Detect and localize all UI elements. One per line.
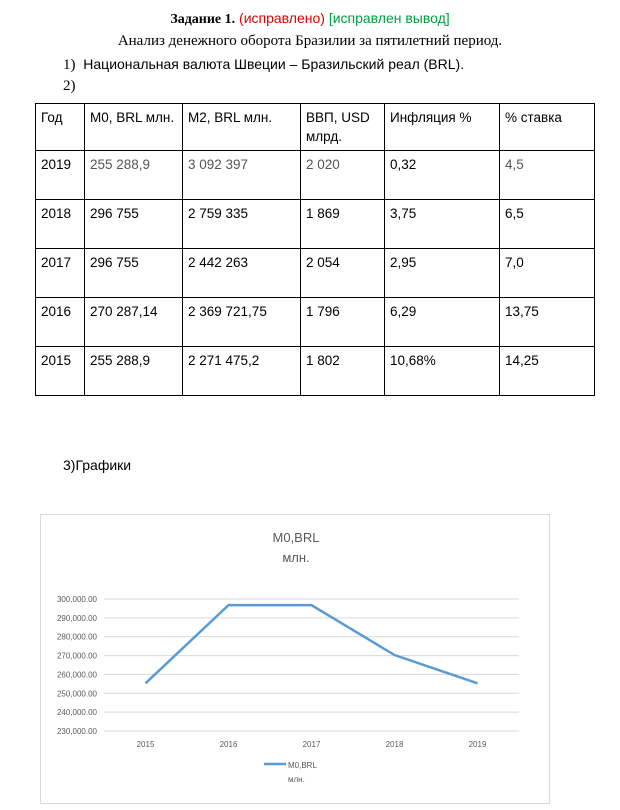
chart-title-line1: M0,BRL: [273, 530, 320, 545]
table-cell: 2015: [36, 347, 85, 396]
table-cell: 1 796: [301, 298, 385, 347]
table-cell: 6,29: [385, 298, 500, 347]
table-cell: 1 802: [301, 347, 385, 396]
table-cell: 14,25: [500, 347, 595, 396]
header-cell: M2, BRL млн.: [183, 104, 301, 151]
table-cell: 270 287,14: [85, 298, 183, 347]
table-cell: 255 288,9: [85, 151, 183, 200]
table-cell: 2 369 721,75: [183, 298, 301, 347]
y-tick-label: 250,000.00: [57, 689, 98, 698]
header-cell: M0, BRL млн.: [85, 104, 183, 151]
y-tick-label: 260,000.00: [57, 670, 98, 679]
series-line: [146, 605, 478, 683]
table-cell: 1 869: [301, 200, 385, 249]
table-cell: 296 755: [85, 249, 183, 298]
header-cell: Год: [36, 104, 85, 151]
table-cell: 7,0: [500, 249, 595, 298]
chart-title-line2: млн.: [282, 550, 309, 565]
x-tick-label: 2018: [386, 740, 404, 749]
table-cell: 2 054: [301, 249, 385, 298]
item-number: 1): [63, 57, 76, 73]
y-tick-label: 230,000.00: [57, 727, 98, 736]
section-3-label: 3)Графики: [63, 457, 131, 473]
table-cell: 6,5: [500, 200, 595, 249]
table-cell: 2016: [36, 298, 85, 347]
table-cell: 2 020: [301, 151, 385, 200]
header-cell: % ставка: [500, 104, 595, 151]
table-cell: 2 442 263: [183, 249, 301, 298]
line-chart: M0,BRL млн. 300,000.00 290,000.00 280,000.…: [41, 515, 551, 805]
table-cell: 2,95: [385, 249, 500, 298]
table-cell: 2019: [36, 151, 85, 200]
x-tick-label: 2017: [303, 740, 321, 749]
table-cell: 2 759 335: [183, 200, 301, 249]
heading-corrected-conclusion: [исправлен вывод]: [329, 10, 450, 26]
item-text: Национальная валюта Швеции – Бразильский…: [83, 56, 464, 72]
table-cell: 3 092 397: [183, 151, 301, 200]
table-cell: 0,32: [385, 151, 500, 200]
table-header-row: Год M0, BRL млн. M2, BRL млн. ВВП, USD м…: [36, 104, 595, 151]
legend-line1: M0,BRL: [288, 761, 317, 770]
table-cell: 2017: [36, 249, 85, 298]
data-table: Год M0, BRL млн. M2, BRL млн. ВВП, USD м…: [35, 103, 595, 396]
list-item-2: 2): [63, 78, 76, 95]
table-cell: 3,75: [385, 200, 500, 249]
x-tick-label: 2016: [220, 740, 238, 749]
table-cell: 13,75: [500, 298, 595, 347]
header-cell: Инфляция %: [385, 104, 500, 151]
x-tick-label: 2015: [137, 740, 155, 749]
list-item-1: 1) Национальная валюта Швеции – Бразильс…: [63, 56, 464, 74]
table-cell: 255 288,9: [85, 347, 183, 396]
y-tick-label: 280,000.00: [57, 633, 98, 642]
y-tick-label: 290,000.00: [57, 614, 98, 623]
y-tick-label: 240,000.00: [57, 708, 98, 717]
y-tick-label: 270,000.00: [57, 652, 98, 661]
x-tick-label: 2019: [469, 740, 487, 749]
y-tick-label: 300,000.00: [57, 595, 98, 604]
heading-bold: Задание 1.: [170, 12, 235, 27]
table-cell: 296 755: [85, 200, 183, 249]
header-cell: ВВП, USD млрд.: [301, 104, 385, 151]
chart-container: M0,BRL млн. 300,000.00 290,000.00 280,000.…: [40, 514, 550, 804]
table-cell: 2 271 475,2: [183, 347, 301, 396]
table-cell: 10,68%: [385, 347, 500, 396]
subtitle: Анализ денежного оборота Бразилии за пят…: [0, 33, 620, 50]
task-heading: Задание 1. (исправлено) [исправлен вывод…: [0, 10, 620, 28]
table-cell: 4,5: [500, 151, 595, 200]
table-cell: 2018: [36, 200, 85, 249]
heading-corrected: (исправлено): [239, 10, 325, 26]
legend-line2: млн.: [288, 775, 305, 784]
